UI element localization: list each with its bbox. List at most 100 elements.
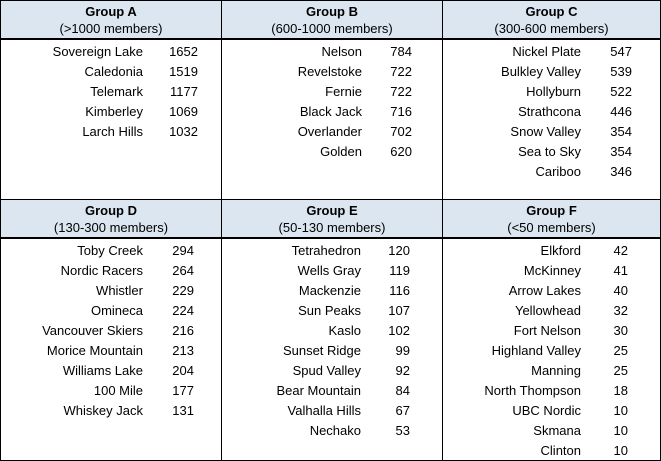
club-name: Larch Hills (82, 124, 143, 139)
club-row: Whistler 229 (1, 281, 221, 301)
club-row: Sunset Ridge 99 (222, 341, 442, 361)
member-count: 213 (172, 343, 194, 358)
club-row: Golden 620 (222, 142, 442, 162)
member-count: 99 (395, 343, 410, 358)
member-count: 10 (613, 443, 628, 458)
club-name: 100 Mile (93, 383, 143, 398)
club-name: Snow Valley (510, 124, 581, 139)
club-name: Valhalla Hills (287, 403, 361, 418)
club-row: Nelson 784 (222, 42, 442, 62)
club-name: Spud Valley (292, 363, 361, 378)
club-row: Clinton 10 (443, 441, 660, 461)
member-count: 32 (613, 303, 628, 318)
group-block: Group B (600-1000 members) Nelson 784 Revels… (221, 0, 442, 200)
member-count: 1069 (169, 104, 198, 119)
club-name: Toby Creek (77, 243, 143, 258)
club-row: Nechako 53 (222, 421, 442, 441)
member-count: 716 (390, 104, 412, 119)
club-name: Skmana (533, 423, 581, 438)
club-name: North Thompson (484, 383, 581, 398)
member-count: 116 (389, 283, 410, 298)
club-row: Nickel Plate 547 (443, 42, 660, 62)
member-count: 30 (613, 323, 628, 338)
club-row: Morice Mountain 213 (1, 341, 221, 361)
club-name: Nordic Racers (60, 263, 143, 278)
club-row: Fort Nelson 30 (443, 321, 660, 341)
club-row: Highland Valley 25 (443, 341, 660, 361)
member-count: 92 (395, 363, 410, 378)
club-name: Morice Mountain (46, 343, 143, 358)
member-count: 224 (172, 303, 194, 318)
club-row: Snow Valley 354 (443, 122, 660, 142)
group-block: Group A (>1000 members) Sovereign Lake 1652… (0, 0, 221, 200)
group-title: Group A (85, 4, 137, 19)
club-name: Williams Lake (62, 363, 143, 378)
member-count: 229 (172, 283, 194, 298)
club-row: Revelstoke 722 (222, 62, 442, 82)
group-header: Group E (50-130 members) (222, 200, 442, 239)
club-row: Elkford 42 (443, 241, 660, 261)
group-title: Group D (85, 203, 137, 218)
group-title: Group E (306, 203, 358, 218)
club-row: Manning 25 (443, 361, 660, 381)
club-name: Whiskey Jack (63, 403, 143, 418)
club-name: Telemark (90, 84, 143, 99)
club-name: Whistler (96, 283, 143, 298)
club-name: Overlander (297, 124, 362, 139)
member-count: 620 (390, 144, 412, 159)
member-count: 722 (390, 84, 412, 99)
club-row: Larch Hills 1032 (1, 122, 221, 142)
group-member-range: (300-600 members) (494, 21, 609, 36)
member-count: 41 (613, 263, 628, 278)
club-row: Kaslo 102 (222, 321, 442, 341)
club-row: Bulkley Valley 539 (443, 62, 660, 82)
club-row: Arrow Lakes 40 (443, 281, 660, 301)
member-count: 53 (395, 423, 410, 438)
member-count: 10 (613, 403, 628, 418)
member-count: 120 (388, 243, 410, 258)
member-count: 294 (172, 243, 194, 258)
club-row: Omineca 224 (1, 301, 221, 321)
member-count: 42 (613, 243, 628, 258)
member-count: 177 (172, 383, 194, 398)
club-name: Fernie (325, 84, 362, 99)
club-row: Bear Mountain 84 (222, 381, 442, 401)
club-name: McKinney (523, 263, 581, 278)
club-row: Caledonia 1519 (1, 62, 221, 82)
member-count: 522 (610, 84, 632, 99)
member-count: 784 (390, 44, 412, 59)
member-count: 446 (610, 104, 632, 119)
member-count: 264 (172, 263, 194, 278)
club-row: North Thompson 18 (443, 381, 660, 401)
club-row: UBC Nordic 10 (443, 401, 660, 421)
member-count: 18 (613, 383, 628, 398)
member-count: 1032 (169, 124, 198, 139)
club-name: Golden (320, 144, 362, 159)
club-row: Skmana 10 (443, 421, 660, 441)
club-row: Cariboo 346 (443, 162, 660, 182)
group-member-range: (130-300 members) (53, 220, 169, 235)
member-count: 67 (395, 403, 410, 418)
club-name: Kaslo (328, 323, 361, 338)
club-row: Nordic Racers 264 (1, 261, 221, 281)
club-name: Caledonia (84, 64, 143, 79)
club-name: Sun Peaks (298, 303, 361, 318)
member-count: 354 (610, 144, 632, 159)
group-header: Group F (<50 members) (443, 200, 660, 239)
club-name: Bulkley Valley (501, 64, 581, 79)
member-count: 84 (395, 383, 410, 398)
club-name: Wells Gray (297, 263, 361, 278)
club-name: Elkford (540, 243, 581, 258)
club-name: Omineca (90, 303, 143, 318)
member-count: 722 (390, 64, 412, 79)
club-name: Revelstoke (297, 64, 362, 79)
group-block: Group C (300-600 members) Nickel Plate 547 B… (442, 0, 661, 200)
member-count: 107 (388, 303, 410, 318)
club-row: Strathcona 446 (443, 102, 660, 122)
group-member-range: (<50 members) (507, 220, 596, 235)
club-row: Whiskey Jack 131 (1, 401, 221, 421)
member-count: 204 (172, 363, 194, 378)
member-count: 702 (390, 124, 412, 139)
club-row: Black Jack 716 (222, 102, 442, 122)
